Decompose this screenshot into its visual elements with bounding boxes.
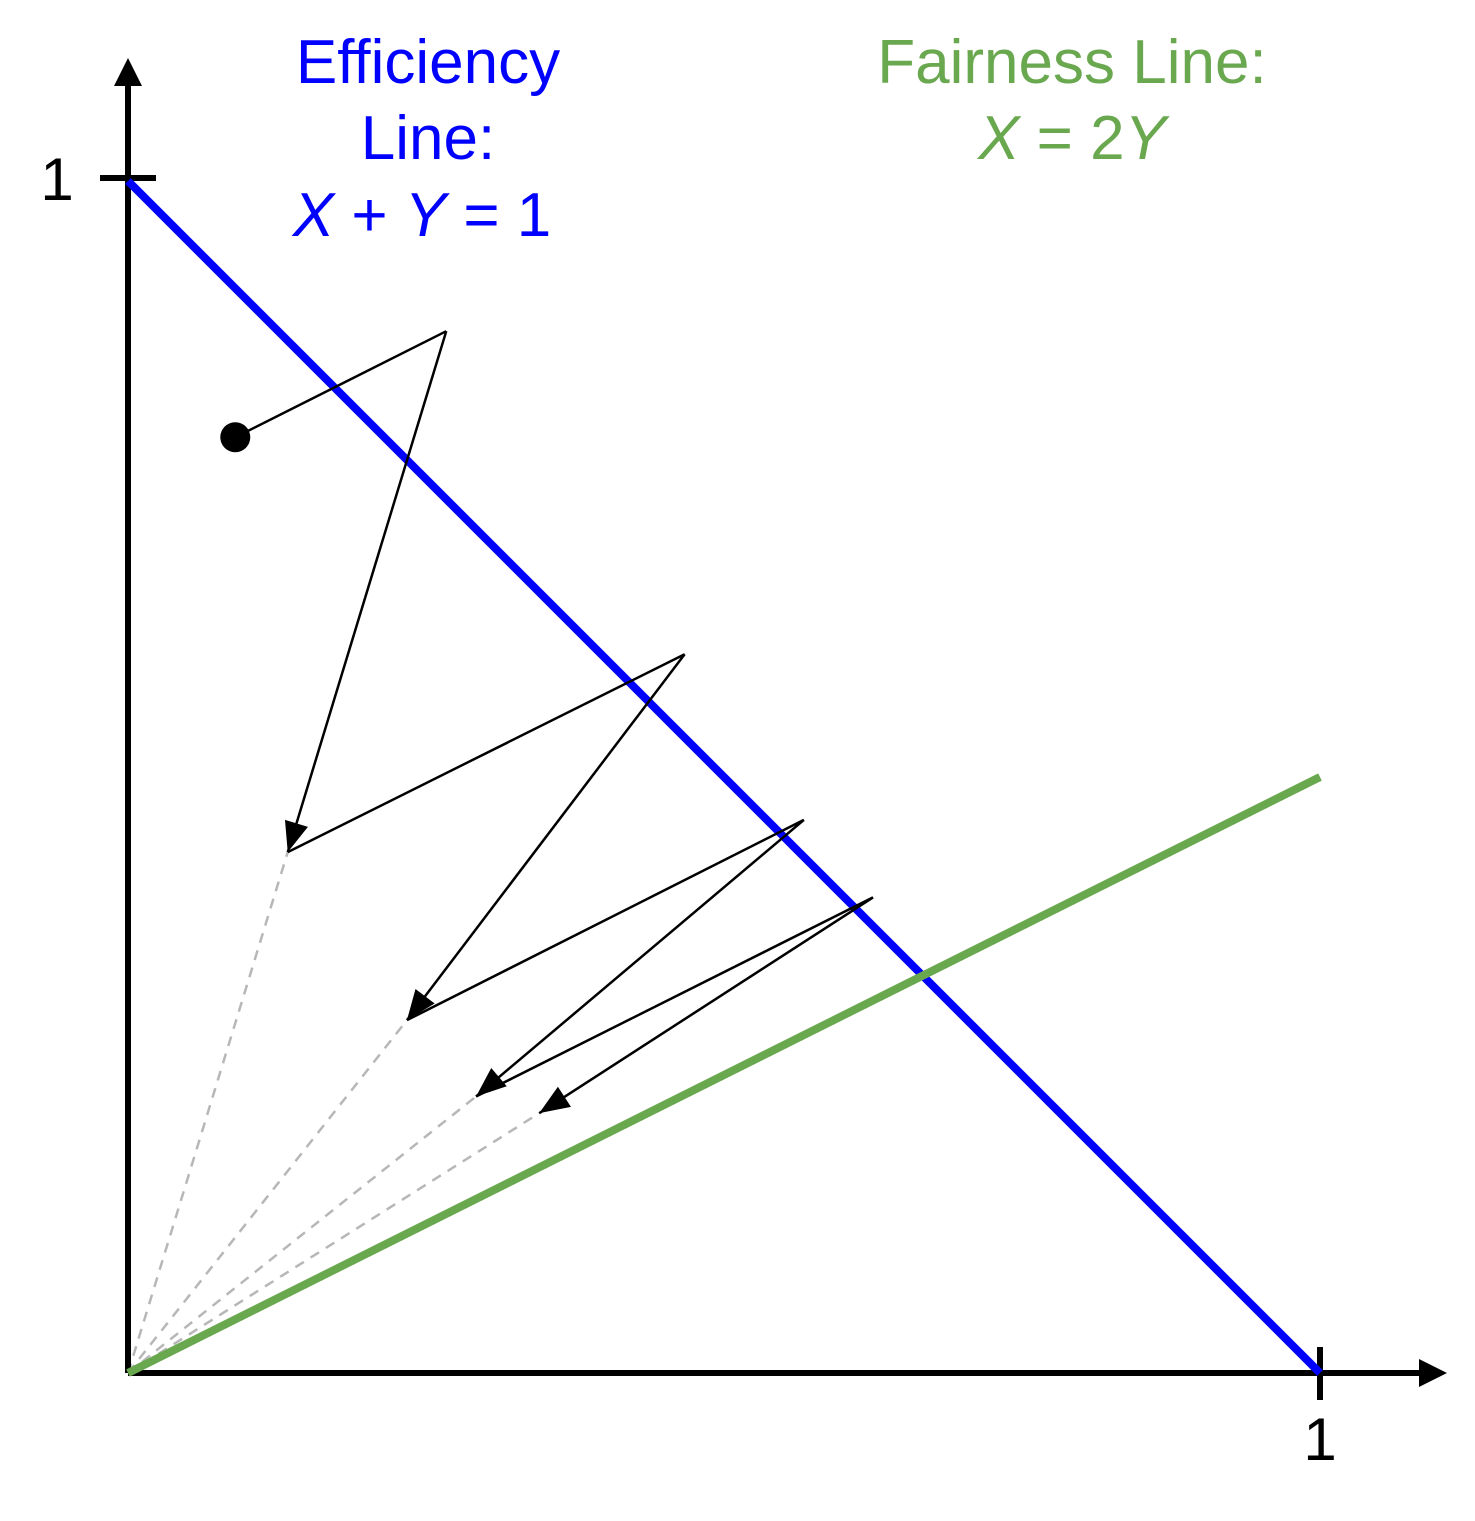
- efficiency-label-title: Efficiency: [296, 28, 560, 97]
- fairness-eq-y: Y: [1125, 104, 1171, 173]
- x-axis-arrowhead: [1419, 1359, 1447, 1387]
- x-tick-label: 1: [1303, 1406, 1336, 1473]
- fairness-label-title: Fairness Line:: [877, 28, 1266, 97]
- fairness-line: [126, 773, 1322, 1377]
- efficiency-equation: X + Y = 1: [291, 181, 552, 250]
- guide-lines: [126, 851, 540, 1375]
- fairness-label: Fairness Line: X = 2Y: [877, 28, 1266, 173]
- decrease-arrow: [286, 330, 448, 853]
- increase-segment: [234, 330, 447, 439]
- origin-guide-line: [127, 1095, 477, 1374]
- origin-guide-line: [127, 1019, 408, 1374]
- arrowhead: [406, 989, 435, 1021]
- y-axis-arrowhead: [114, 58, 142, 86]
- decrease-arrow: [538, 896, 874, 1115]
- origin-guide-line: [126, 851, 289, 1374]
- origin-guide-line: [127, 1112, 540, 1375]
- efficiency-eq-rhs: = 1: [446, 181, 551, 250]
- start-point: [220, 422, 251, 453]
- y-tick-label: 1: [40, 146, 73, 213]
- efficiency-eq-x: X: [291, 181, 337, 250]
- decrease-arrow: [405, 653, 686, 1021]
- fairness-eq-mid: = 2: [1019, 104, 1124, 173]
- fairness-eq-x: X: [976, 104, 1022, 173]
- arrowhead: [476, 1067, 507, 1097]
- efficiency-label: Efficiency Line: X + Y = 1: [291, 28, 560, 250]
- increase-segment: [475, 896, 874, 1098]
- axes: 1 1: [40, 58, 1447, 1473]
- arrowhead: [539, 1086, 571, 1114]
- efficiency-eq-y: Y: [405, 181, 451, 250]
- fairness-equation: X = 2Y: [976, 104, 1171, 173]
- trajectory: [234, 330, 874, 1115]
- efficiency-label-subtitle: Line:: [361, 104, 495, 173]
- increase-segment: [406, 818, 805, 1022]
- efficiency-line: [125, 178, 1323, 1376]
- increase-segment: [287, 653, 686, 854]
- efficiency-eq-plus: +: [334, 181, 405, 250]
- arrowhead: [284, 819, 308, 853]
- decrease-arrow: [475, 818, 805, 1098]
